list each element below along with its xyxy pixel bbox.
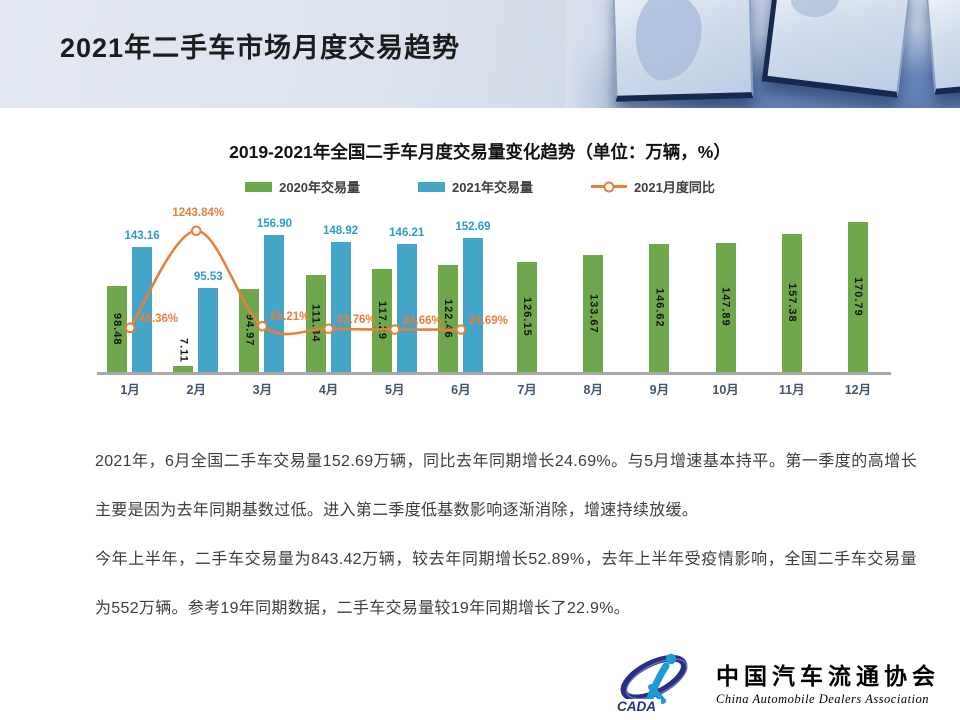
legend-item-2020: 2020年交易量 bbox=[245, 177, 360, 196]
x-label-11月: 11月 bbox=[778, 383, 805, 397]
bar-2020-9月 bbox=[649, 243, 670, 372]
bar-label-2020-1月: 98.48 bbox=[111, 312, 124, 346]
yoy-label-5月: 24.66% bbox=[402, 314, 442, 327]
page-title: 2021年二手车市场月度交易趋势 bbox=[60, 33, 461, 63]
header-banner: 2021年二手车市场月度交易趋势 bbox=[0, 0, 960, 108]
bar-label-2020-8月: 133.67 bbox=[587, 293, 600, 334]
line-marker-6月 bbox=[455, 324, 467, 335]
bar-label-2021-4月: 148.92 bbox=[322, 224, 359, 237]
x-label-4月: 4月 bbox=[318, 383, 339, 397]
legend-swatch-line bbox=[590, 181, 627, 192]
commentary-paragraph-1: 2021年，6月全国二手车交易量152.69万辆，同比去年同期增长24.69%。… bbox=[95, 453, 917, 519]
bar-2020-10月 bbox=[715, 242, 736, 372]
yoy-label-6月: 24.69% bbox=[468, 314, 508, 327]
x-label-7月: 7月 bbox=[517, 383, 537, 397]
commentary-paragraph-2: 今年上半年，二手车交易量为843.42万辆，较去年同期增长52.89%，去年上半… bbox=[95, 551, 917, 617]
bar-label-2020-10月: 147.89 bbox=[719, 287, 732, 328]
yoy-label-2月: 1243.84% bbox=[172, 206, 225, 219]
x-label-1月: 1月 bbox=[120, 383, 140, 397]
line-marker-2月 bbox=[190, 225, 202, 237]
line-marker-3月 bbox=[257, 320, 268, 332]
cada-logo: CADA 中国汽车流通协会 China Automobile Dealers A… bbox=[614, 650, 940, 714]
legend-swatch-blue bbox=[418, 181, 446, 192]
bar-2021-2月 bbox=[198, 288, 219, 372]
legend-item-2021: 2021年交易量 bbox=[418, 177, 533, 196]
bar-label-2020-2月: 7.11 bbox=[177, 337, 190, 363]
x-label-5月: 5月 bbox=[385, 383, 405, 397]
bar-2020-1月 bbox=[107, 285, 128, 372]
bar-label-2020-3月: 94.97 bbox=[243, 314, 256, 347]
chart-legend: 2020年交易量 2021年交易量 2021月度同比 bbox=[0, 177, 960, 196]
bar-label-2020-7月: 126.15 bbox=[521, 296, 534, 337]
bar-2020-4月 bbox=[305, 274, 326, 372]
chart-title: 2019-2021年全国二手车月度交易量变化趋势（单位：万辆，%） bbox=[229, 142, 731, 162]
bar-2021-1月 bbox=[132, 246, 153, 372]
x-label-9月: 9月 bbox=[649, 383, 670, 397]
legend-label: 2020年交易量 bbox=[279, 180, 361, 195]
bar-label-2021-3月: 156.90 bbox=[256, 217, 292, 230]
bar-2020-6月 bbox=[437, 264, 458, 372]
logo-cn-text: 中国汽车流通协会 bbox=[716, 664, 940, 689]
bar-2021-4月 bbox=[330, 241, 351, 372]
commentary: 2021年，6月全国二手车交易量152.69万辆，同比去年同期增长24.69%。… bbox=[95, 437, 917, 633]
bar-2020-2月 bbox=[173, 365, 194, 372]
bar-label-2021-1月: 143.16 bbox=[124, 229, 160, 242]
bar-2020-11月 bbox=[781, 234, 802, 372]
cube-graphic bbox=[612, 0, 754, 102]
bar-2021-6月 bbox=[462, 238, 483, 372]
bar-2020-7月 bbox=[517, 261, 538, 372]
line-marker-5月 bbox=[389, 324, 401, 335]
bar-2020-12月 bbox=[847, 222, 868, 372]
bar-label-2020-11月: 157.38 bbox=[785, 283, 798, 323]
legend-item-yoy: 2021月度同比 bbox=[590, 177, 715, 196]
bar-2021-3月 bbox=[264, 234, 285, 372]
x-label-10月: 10月 bbox=[712, 383, 739, 397]
cada-emblem-icon: CADA bbox=[615, 653, 688, 714]
line-marker-4月 bbox=[323, 323, 334, 335]
yoy-label-1月: 45.36% bbox=[139, 312, 179, 325]
x-label-3月: 3月 bbox=[252, 383, 273, 397]
logo-text: 中国汽车流通协会 China Automobile Dealers Associ… bbox=[716, 657, 940, 707]
chart-x-axis: 1月 2月 3月 4月 5月 6月 7月 8月 9月 10月 11月 12月 bbox=[97, 379, 891, 399]
bar-label-2020-9月: 146.62 bbox=[653, 287, 666, 328]
x-label-12月: 12月 bbox=[844, 383, 872, 397]
bar-label-2021-6月: 152.69 bbox=[455, 221, 491, 234]
bar-label-2021-2月: 95.53 bbox=[193, 271, 223, 284]
cada-acronym: CADA bbox=[617, 699, 656, 714]
x-label-8月: 8月 bbox=[583, 383, 603, 397]
bar-2021-5月 bbox=[396, 243, 417, 372]
legend-swatch-green bbox=[245, 181, 273, 192]
legend-label: 2021月度同比 bbox=[633, 180, 715, 195]
yoy-line-chart bbox=[124, 225, 467, 336]
yoy-label-3月: 65.21% bbox=[270, 311, 310, 324]
line-marker-1月 bbox=[124, 322, 136, 334]
chart-plot-area: 98.48 143.16 45.36% 7.11 95.53 1243.84% 94.97 1… bbox=[97, 206, 891, 375]
bar-label-2020-12月: 170.79 bbox=[851, 277, 864, 318]
yoy-label-4月: 33.76% bbox=[336, 313, 376, 326]
x-label-6月: 6月 bbox=[451, 383, 471, 397]
bar-label-2020-4月: 111.34 bbox=[309, 304, 322, 343]
bar-2020-8月 bbox=[583, 254, 604, 372]
x-label-2月: 2月 bbox=[186, 383, 206, 397]
bar-2020-3月 bbox=[239, 288, 260, 372]
bar-label-2021-5月: 146.21 bbox=[389, 226, 425, 239]
legend-label: 2021年交易量 bbox=[452, 180, 533, 195]
cube-graphic bbox=[761, 0, 912, 98]
bar-2020-5月 bbox=[371, 269, 392, 372]
logo-en-text: China Automobile Dealers Association bbox=[716, 692, 930, 706]
line-marker-icon bbox=[603, 181, 615, 192]
